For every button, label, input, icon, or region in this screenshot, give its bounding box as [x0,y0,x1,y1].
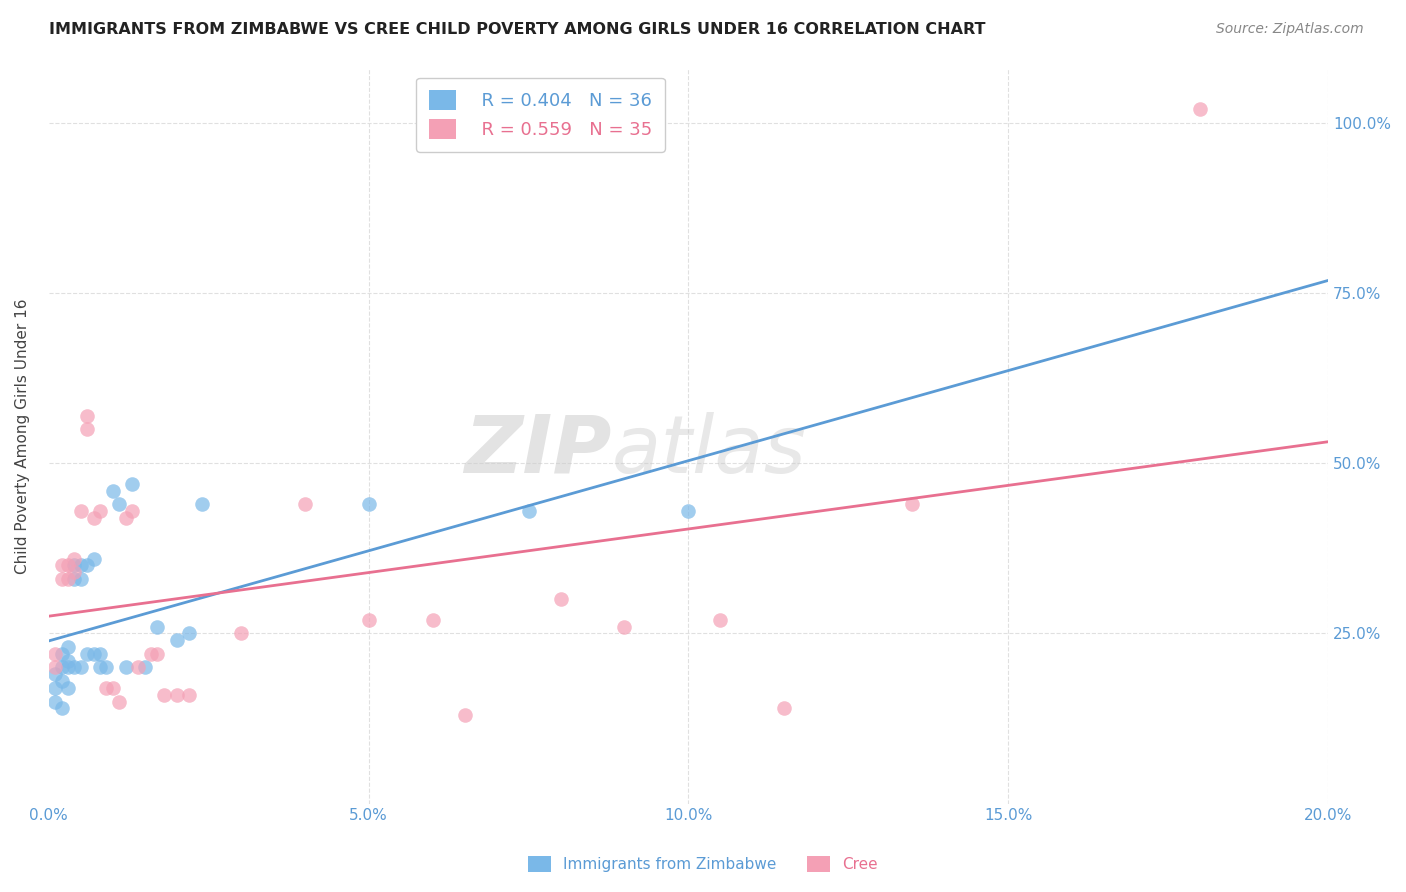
Point [76,647,98,661]
Point [114,660,136,674]
Y-axis label: Child Poverty Among Girls Under 16: Child Poverty Among Girls Under 16 [15,298,30,574]
Point [51,701,73,715]
Point [134,660,156,674]
Point [357,497,380,511]
Point [44,667,66,681]
Point [76,558,98,573]
Point [76,422,98,436]
Point [146,647,169,661]
Point [901,497,924,511]
Point [114,510,136,524]
Point [89,504,111,518]
Point [179,688,201,702]
Point [294,497,316,511]
Point [613,620,636,634]
Point [678,504,700,518]
Point [101,483,124,498]
Point [139,647,162,661]
Point [709,613,731,627]
Point [89,647,111,661]
Point [63,565,86,579]
Point [44,694,66,708]
Point [51,572,73,586]
Point [83,510,105,524]
Point [69,660,91,674]
Point [1189,103,1212,117]
Point [108,497,131,511]
Point [121,504,143,518]
Point [63,660,86,674]
Point [96,660,118,674]
Point [422,613,444,627]
Point [517,504,540,518]
Point [121,476,143,491]
Point [96,681,118,695]
Point [44,681,66,695]
Point [51,647,73,661]
Point [76,409,98,423]
Point [51,558,73,573]
Point [146,620,169,634]
Point [56,558,79,573]
Point [44,647,66,661]
Point [56,681,79,695]
Point [550,592,572,607]
Text: Source: ZipAtlas.com: Source: ZipAtlas.com [1216,22,1364,37]
Point [56,572,79,586]
Point [166,688,188,702]
Text: IMMIGRANTS FROM ZIMBABWE VS CREE CHILD POVERTY AMONG GIRLS UNDER 16 CORRELATION : IMMIGRANTS FROM ZIMBABWE VS CREE CHILD P… [49,22,986,37]
Point [773,701,796,715]
Point [56,654,79,668]
Point [179,626,201,640]
Point [127,660,149,674]
Point [63,572,86,586]
Point [357,613,380,627]
Point [108,694,131,708]
Point [101,681,124,695]
Point [166,633,188,648]
Point [229,626,252,640]
Point [56,660,79,674]
Text: ZIP: ZIP [464,412,612,490]
Point [51,660,73,674]
Point [63,558,86,573]
Point [44,660,66,674]
Point [69,572,91,586]
Text: atlas: atlas [612,412,807,490]
Point [56,640,79,654]
Legend: Immigrants from Zimbabwe, Cree: Immigrants from Zimbabwe, Cree [520,848,886,880]
Point [69,504,91,518]
Point [83,647,105,661]
Point [83,551,105,566]
Point [51,674,73,689]
Point [191,497,214,511]
Point [89,660,111,674]
Point [69,558,91,573]
Point [63,551,86,566]
Legend:   R = 0.404   N = 36,   R = 0.559   N = 35: R = 0.404 N = 36, R = 0.559 N = 35 [416,78,665,152]
Point [453,708,475,723]
Point [153,688,176,702]
